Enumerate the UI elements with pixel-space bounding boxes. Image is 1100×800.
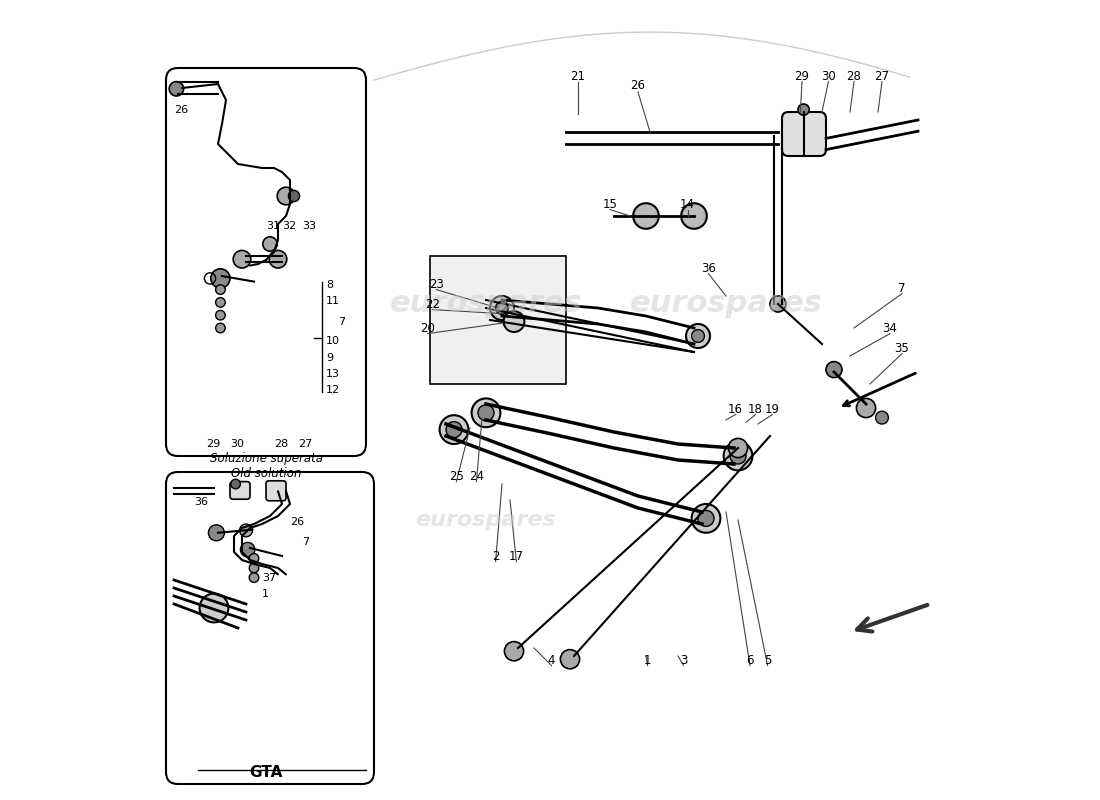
Circle shape [560, 650, 580, 669]
Circle shape [724, 442, 752, 470]
Circle shape [770, 296, 786, 312]
Circle shape [698, 510, 714, 526]
Circle shape [472, 398, 500, 427]
Text: 35: 35 [894, 342, 910, 354]
Text: 26: 26 [174, 106, 188, 115]
Text: Soluzione superata
Old solution: Soluzione superata Old solution [209, 452, 322, 480]
Circle shape [496, 302, 508, 314]
Circle shape [208, 525, 224, 541]
Circle shape [231, 479, 241, 489]
Circle shape [730, 448, 746, 464]
Text: 14: 14 [680, 198, 695, 210]
Text: 6: 6 [746, 654, 754, 666]
Text: 36: 36 [701, 262, 716, 274]
Circle shape [277, 187, 295, 205]
Circle shape [288, 190, 299, 202]
Circle shape [250, 554, 258, 563]
Circle shape [440, 415, 469, 444]
Circle shape [233, 250, 251, 268]
Text: eurospares: eurospares [629, 290, 823, 318]
Circle shape [250, 563, 258, 573]
Text: 26: 26 [290, 517, 304, 526]
Circle shape [728, 438, 748, 458]
Text: 4: 4 [548, 654, 556, 666]
Text: 34: 34 [882, 322, 898, 334]
Circle shape [199, 594, 229, 622]
Text: 5: 5 [763, 654, 771, 666]
Text: 9: 9 [326, 354, 333, 363]
Text: 8: 8 [326, 280, 333, 290]
Text: 22: 22 [425, 298, 440, 310]
Circle shape [634, 203, 659, 229]
FancyBboxPatch shape [782, 112, 826, 156]
Circle shape [216, 298, 225, 307]
Text: 27: 27 [298, 439, 312, 449]
Text: 29: 29 [206, 439, 220, 449]
Text: 30: 30 [230, 439, 244, 449]
FancyBboxPatch shape [266, 481, 286, 501]
Text: 27: 27 [874, 70, 890, 82]
Text: 30: 30 [821, 70, 836, 82]
Text: 3: 3 [680, 654, 688, 666]
Text: 29: 29 [794, 70, 810, 82]
Circle shape [270, 250, 287, 268]
Circle shape [446, 422, 462, 438]
Text: 11: 11 [326, 296, 340, 306]
Text: 7: 7 [899, 282, 905, 294]
Text: 31: 31 [266, 221, 280, 230]
Text: 12: 12 [326, 386, 340, 395]
Circle shape [504, 311, 525, 332]
Text: 1: 1 [262, 589, 270, 598]
Text: 33: 33 [302, 221, 316, 230]
Circle shape [826, 362, 842, 378]
Text: 28: 28 [847, 70, 861, 82]
Circle shape [876, 411, 889, 424]
Circle shape [478, 405, 494, 421]
Text: 37: 37 [262, 573, 276, 582]
Circle shape [169, 82, 184, 96]
Text: 15: 15 [603, 198, 617, 210]
Text: 13: 13 [326, 370, 340, 379]
Text: 18: 18 [748, 403, 763, 416]
Circle shape [505, 642, 524, 661]
Circle shape [240, 524, 252, 537]
Text: 7: 7 [338, 317, 345, 326]
Text: 19: 19 [764, 403, 780, 416]
Polygon shape [430, 256, 566, 384]
Circle shape [250, 573, 258, 582]
Circle shape [216, 285, 225, 294]
Circle shape [211, 269, 230, 288]
Text: 25: 25 [449, 470, 464, 482]
Text: 21: 21 [571, 70, 585, 82]
Text: 16: 16 [728, 403, 744, 416]
Text: 32: 32 [282, 221, 296, 230]
Circle shape [241, 542, 255, 557]
Circle shape [686, 324, 710, 348]
Text: eurospares: eurospares [389, 290, 582, 318]
Text: 17: 17 [509, 550, 524, 562]
Circle shape [857, 398, 876, 418]
Text: 7: 7 [302, 538, 309, 547]
Circle shape [263, 237, 277, 251]
Text: 24: 24 [469, 470, 484, 482]
Circle shape [490, 296, 514, 320]
Text: 36: 36 [194, 497, 208, 506]
Text: 10: 10 [326, 336, 340, 346]
Circle shape [216, 310, 225, 320]
Text: 1: 1 [644, 654, 651, 666]
Text: eurospares: eurospares [416, 510, 557, 530]
Circle shape [692, 330, 704, 342]
Circle shape [216, 323, 225, 333]
Text: 20: 20 [420, 322, 434, 334]
Circle shape [692, 504, 720, 533]
Circle shape [681, 203, 707, 229]
FancyBboxPatch shape [230, 482, 250, 499]
Circle shape [798, 104, 810, 115]
Text: 28: 28 [274, 439, 288, 449]
Text: GTA: GTA [250, 765, 283, 780]
Text: 2: 2 [492, 550, 499, 562]
Text: 23: 23 [429, 278, 443, 290]
Text: 26: 26 [630, 79, 646, 92]
